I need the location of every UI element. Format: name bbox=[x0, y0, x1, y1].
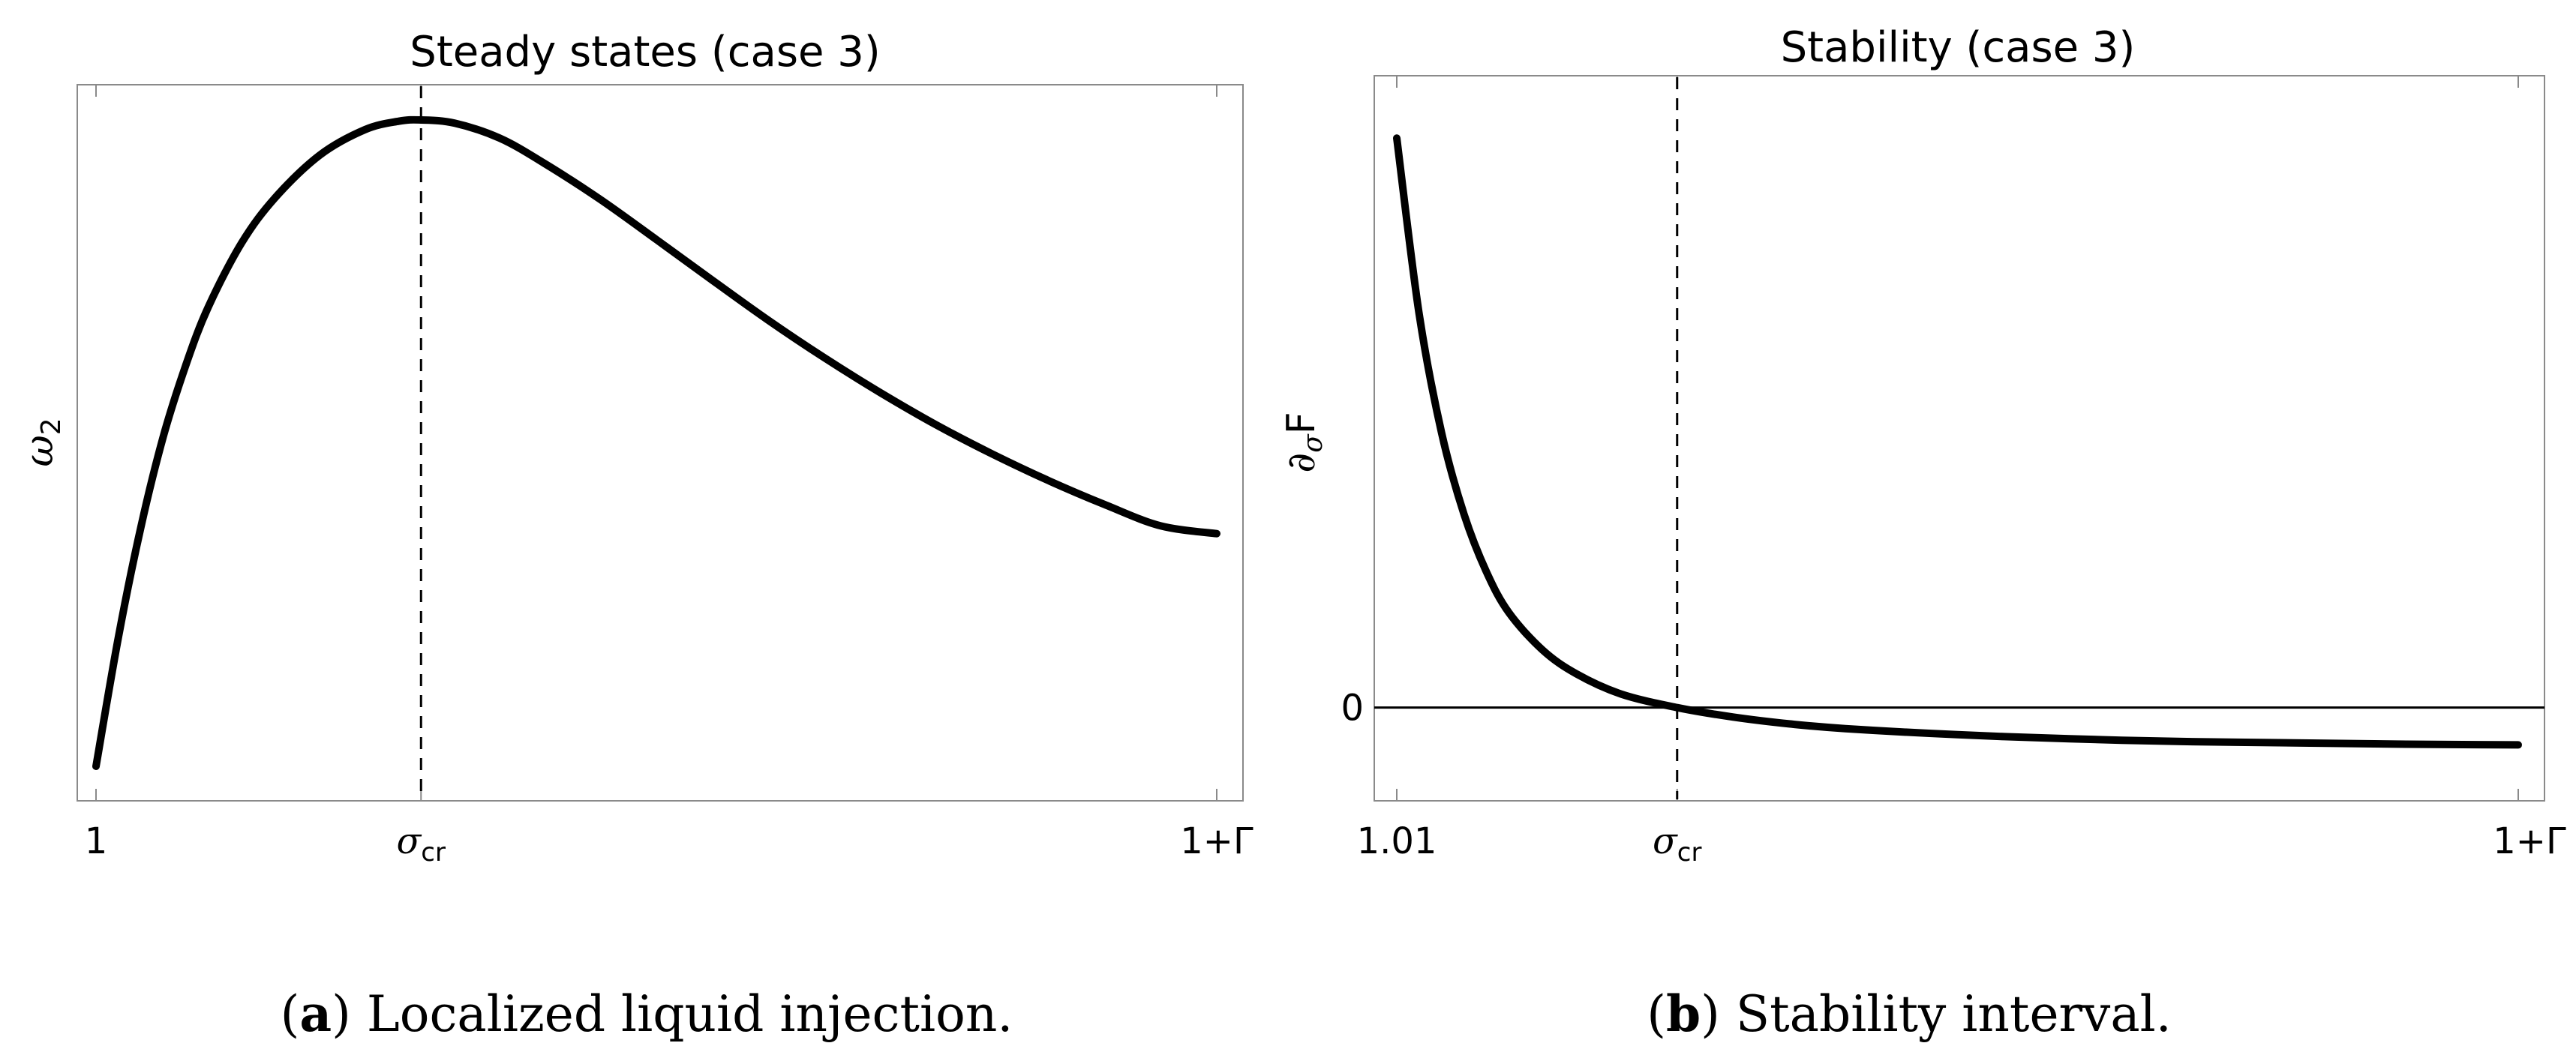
panel-a-xtick-end: 1+Γ bbox=[1180, 820, 1253, 862]
panel-b-chart: Stability (case 3) 0 1.01 σcr 1+Γ ∂σF bbox=[1279, 23, 2566, 868]
panel-b-series-line bbox=[1393, 134, 2522, 749]
caption-a-text: Localized liquid injection. bbox=[351, 985, 1013, 1043]
panel-b-ticks bbox=[1374, 76, 2519, 801]
panel-b-xtick-start: 1.01 bbox=[1357, 820, 1437, 862]
caption-b-open: ( bbox=[1647, 985, 1666, 1043]
panel-a-ylabel: ω2 bbox=[17, 418, 67, 466]
caption-a-open: ( bbox=[281, 985, 300, 1043]
panel-b-xtick-sigma-cr-sub: cr bbox=[1677, 838, 1702, 868]
panel-a-title: Steady states (case 3) bbox=[410, 28, 880, 76]
panel-b-xtick-end: 1+Γ bbox=[2493, 820, 2566, 862]
panel-a-xtick-sigma-cr-main: σ bbox=[397, 820, 422, 862]
panel-b-ylabel-main: ∂ bbox=[1279, 453, 1324, 473]
panel-a-xtick-sigma-cr: σcr bbox=[397, 820, 446, 868]
panel-a-plot-frame bbox=[77, 84, 1244, 802]
panel-a-chart: Steady states (case 3) 1 σcr 1+Γ ω2 bbox=[17, 28, 1253, 868]
panel-b-xtick-sigma-cr: σcr bbox=[1653, 820, 1701, 868]
caption-b-letter: b bbox=[1666, 985, 1701, 1043]
panel-a-ylabel-sub: 2 bbox=[36, 418, 67, 435]
panel-b-title: Stability (case 3) bbox=[1781, 23, 2136, 72]
panel-b-ytick-zero: 0 bbox=[1341, 688, 1364, 730]
caption-a: (a) Localized liquid injection. bbox=[281, 985, 1013, 1043]
panel-a-ticks bbox=[95, 85, 1217, 801]
panel-b-ylabel-sub: σ bbox=[1298, 433, 1329, 453]
panel-a-ylabel-main: ω bbox=[17, 435, 62, 466]
caption-a-letter: a bbox=[299, 985, 332, 1043]
panel-a-series-line bbox=[92, 115, 1220, 770]
caption-b-close: ) bbox=[1701, 985, 1720, 1043]
panel-a-xtick-1: 1 bbox=[85, 820, 108, 862]
panel-b-ylabel-tail: F bbox=[1279, 412, 1324, 434]
panel-b-ylabel: ∂σF bbox=[1279, 412, 1329, 472]
caption-a-close: ) bbox=[332, 985, 351, 1043]
caption-b: (b) Stability interval. bbox=[1647, 985, 2172, 1043]
caption-b-text: Stability interval. bbox=[1720, 985, 2172, 1043]
panel-b-xtick-sigma-cr-main: σ bbox=[1653, 820, 1678, 862]
panel-a-xtick-sigma-cr-sub: cr bbox=[421, 838, 446, 868]
panel-b-plot-frame bbox=[1374, 75, 2545, 802]
